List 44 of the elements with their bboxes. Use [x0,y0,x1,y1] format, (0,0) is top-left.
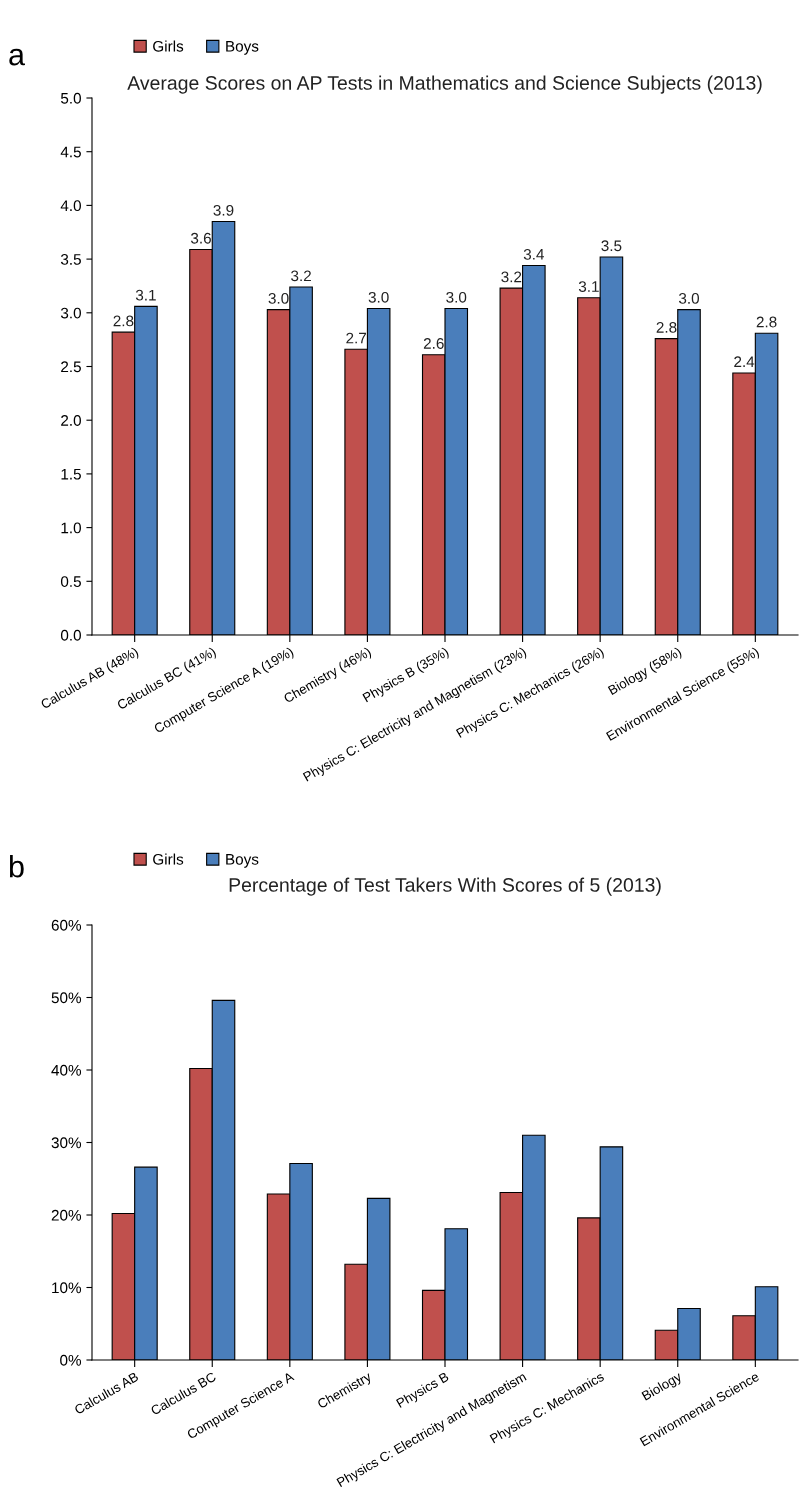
text: b [9,855,24,878]
data-label: 2.7 [346,332,367,344]
legend-label: Girls [153,40,184,52]
chart-title: Percentage of Test Takers With Scores of 5 (2013) [229,877,661,896]
data-label: 3.1 [578,281,599,292]
data-label: 3.4 [523,248,544,260]
legend-label: Girls [153,853,184,865]
legend-label: Boys [226,41,259,55]
y-tick-label: 40% [51,1064,82,1076]
data-label: 3.0 [368,291,389,303]
data-label: 3.2 [291,270,311,282]
data-label: 2.6 [423,338,444,349]
y-tick-label: 50% [51,992,82,1004]
y-tick-label: 4.5 [60,146,81,158]
data-label: 3.2 [501,271,522,283]
data-label: 3.0 [678,292,700,304]
y-tick-label: 3.0 [60,307,81,319]
y-tick-label: 0.5 [60,576,81,587]
chart-title: Average Scores on AP Tests in Mathematics and Science Subjects (2013) [127,75,762,94]
y-tick-label: 0% [60,1354,82,1366]
y-tick-label: 4.0 [60,200,81,212]
data-label: 3.6 [190,232,211,244]
text: a [9,48,25,66]
y-tick-label: 60% [51,919,82,931]
data-label: 2.4 [734,356,755,367]
y-tick-label: 5.0 [60,92,81,104]
data-label: 2.8 [656,321,677,333]
y-tick-label: 0.0 [60,629,81,641]
data-label: 3.5 [601,240,622,252]
data-label: 3.9 [213,204,234,216]
y-tick-label: 1.5 [61,468,81,480]
y-tick-label: 10% [52,1282,82,1294]
data-label: 3.0 [446,291,467,303]
y-tick-label: 20% [51,1209,82,1221]
data-label: 3.1 [135,289,156,301]
y-tick-label: 2.0 [61,415,81,426]
y-tick-label: 1.0 [61,522,81,534]
data-label: 2.8 [756,316,777,328]
y-tick-label: 30% [51,1137,82,1149]
y-tick-label: 2.5 [61,361,81,373]
data-label: 3.0 [268,292,289,304]
y-tick-label: 3.5 [60,253,81,265]
data-label: 2.8 [113,315,134,327]
legend-label: Boys [226,854,259,868]
